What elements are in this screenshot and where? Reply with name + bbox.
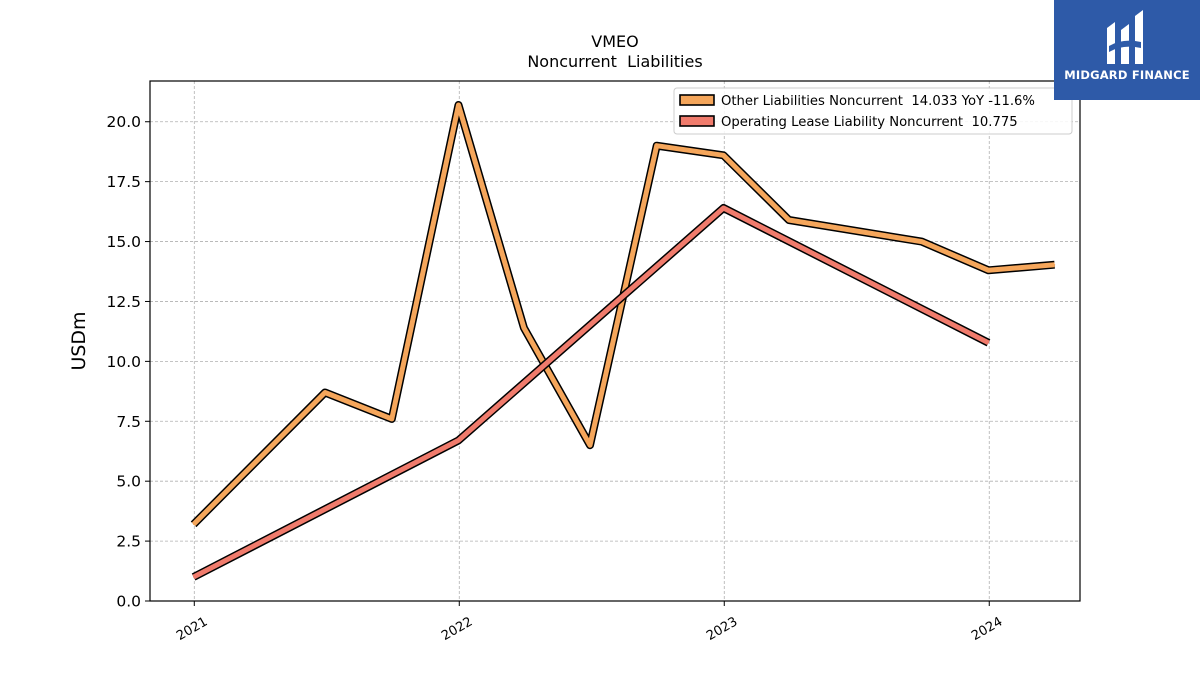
chart-subtitle: Noncurrent Liabilities: [527, 52, 702, 71]
y-tick-label: 17.5: [106, 173, 141, 191]
series-1-outline: [191, 204, 991, 581]
series-1-point: [987, 342, 990, 344]
series-0-point: [589, 444, 591, 446]
logo-text: MIDGARD FINANCE: [1064, 68, 1190, 82]
series-0-point: [391, 418, 393, 420]
series-0-point: [788, 219, 790, 221]
chart-title: VMEO: [591, 32, 638, 51]
series-0-point: [921, 240, 923, 243]
y-tick-label: 12.5: [106, 293, 141, 311]
logo-mark-icon: [1107, 10, 1143, 64]
x-tick-label: 2023: [704, 614, 740, 644]
series-0-point: [457, 104, 460, 106]
plot-frame: [149, 80, 1081, 602]
x-tick-label: 2022: [439, 614, 475, 644]
y-tick-label: 2.5: [116, 533, 141, 551]
y-axis-label: USDm: [68, 311, 90, 370]
series-1-point: [457, 439, 460, 442]
series-0-point: [192, 523, 195, 525]
y-axis: 0.0 2.5 5.0 7.5 10.0 12.5 15.0 17.5 20.0: [106, 113, 150, 611]
x-tick-label: 2021: [174, 614, 210, 644]
legend-swatch: [679, 94, 715, 106]
series-0-point: [523, 327, 525, 329]
y-tick-label: 0.0: [116, 593, 141, 611]
series-1-line: [192, 205, 990, 580]
x-tick-label: 2024: [969, 614, 1005, 644]
legend: Other Liabilities Noncurrent 14.033 YoY …: [673, 87, 1073, 135]
y-tick-label: 7.5: [116, 413, 141, 431]
series-1-point: [722, 207, 725, 209]
series-0-point: [1053, 264, 1056, 266]
brand-logo: MIDGARD FINANCE: [1054, 0, 1200, 100]
series-1-point: [192, 576, 195, 578]
legend-swatch: [679, 115, 715, 127]
y-tick-label: 5.0: [116, 473, 141, 491]
legend-box: [673, 87, 1073, 135]
y-tick-label: 20.0: [106, 113, 141, 131]
series-layer: [190, 101, 1056, 581]
y-tick-label: 10.0: [106, 353, 141, 371]
series-0-point: [722, 154, 725, 156]
legend-label: Operating Lease Liability Noncurrent 10.…: [721, 115, 1018, 130]
series-0-point: [324, 391, 326, 394]
y-tick-label: 15.0: [106, 233, 141, 251]
series-0-point: [987, 269, 990, 271]
x-axis: 2021 2022 2023 2024: [174, 601, 1005, 644]
legend-label: Other Liabilities Noncurrent 14.033 YoY …: [721, 94, 1035, 109]
series-0-point: [656, 145, 658, 147]
